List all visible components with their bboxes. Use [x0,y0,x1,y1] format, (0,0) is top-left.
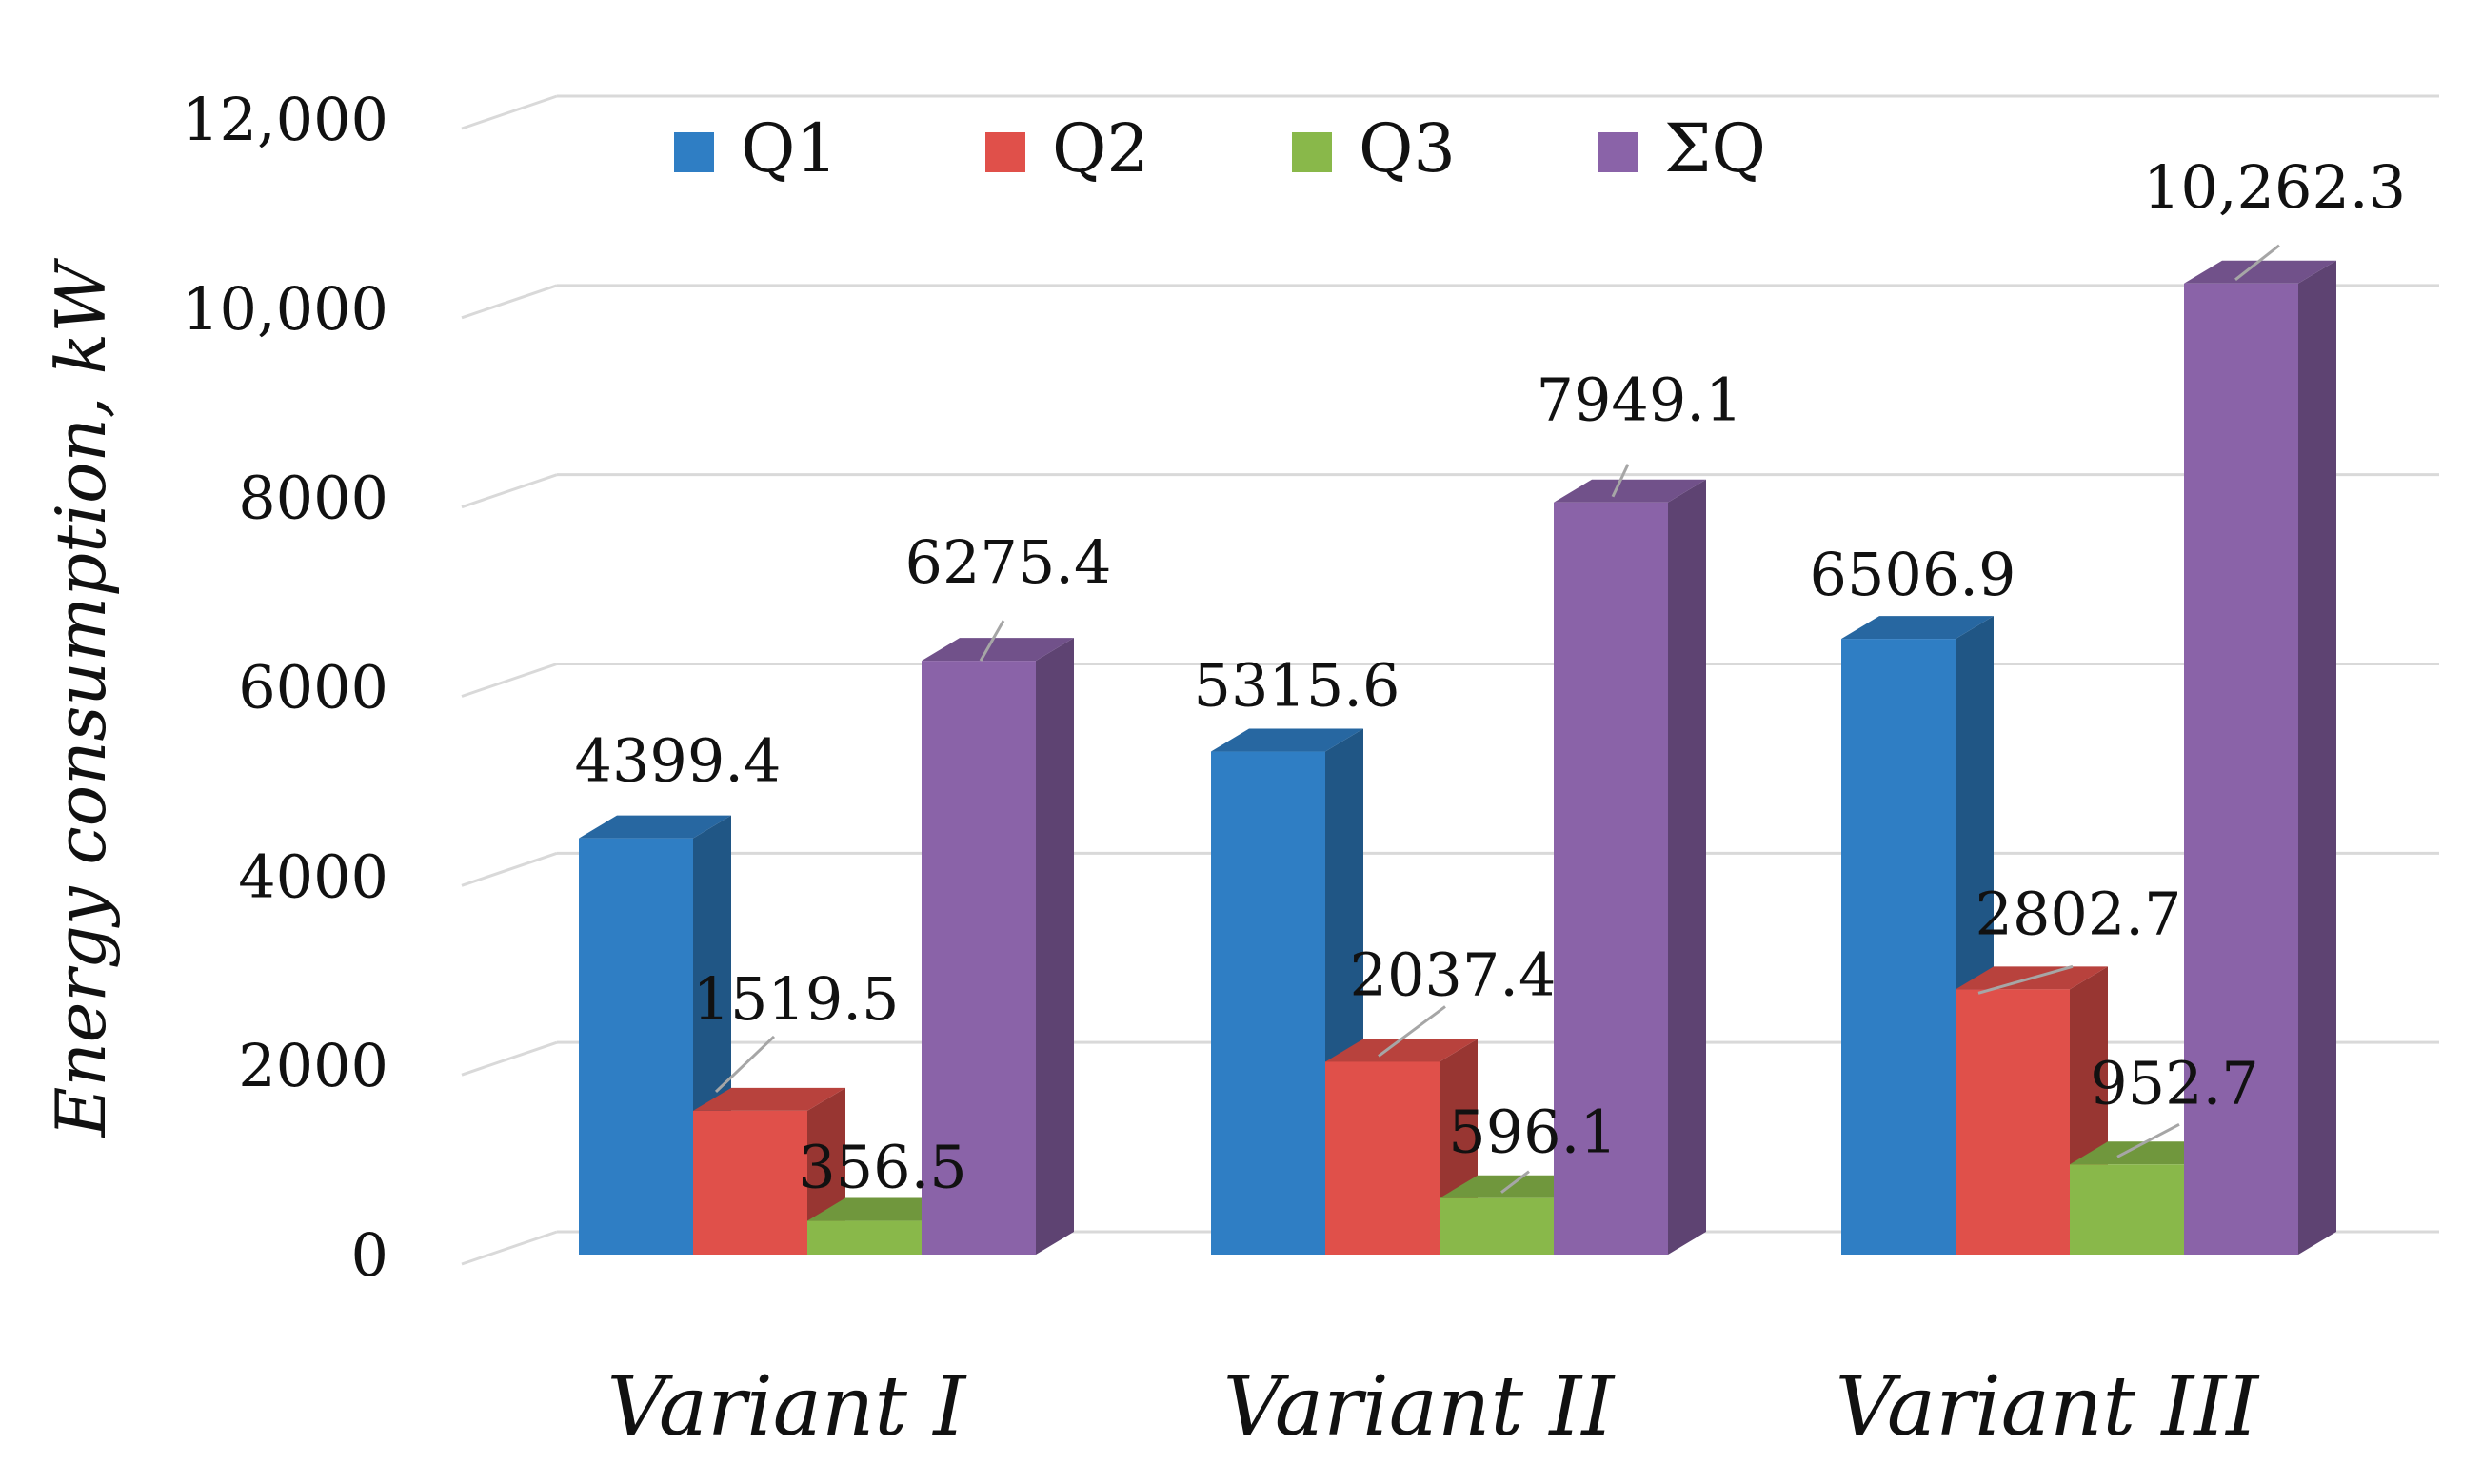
bar-sigmaq-variant-ii [1554,502,1668,1255]
bar-top-q1-variant-ii [1211,728,1363,752]
data-label-q1-variant-iii: 6506.9 [1810,540,2016,609]
grid-layer [461,94,2439,1266]
data-label-q2-variant-i: 1519.5 [693,964,900,1034]
bar-q2-variant-i [693,1110,807,1255]
bar-q3-variant-ii [1440,1197,1554,1255]
legend-swatch-sigmaq [1598,132,1638,172]
bar-side-sigmaq-variant-ii [1668,479,1706,1255]
legend-label-q3: Q3 [1359,109,1456,188]
bar-q3-variant-i [807,1220,922,1255]
legend-swatch-q3 [1292,132,1332,172]
bar-q1-variant-i [579,838,693,1255]
bar-top-sigmaq-variant-i [922,638,1074,662]
legend-layer: Q1 Q2 Q3 ΣQ [674,109,1766,188]
leader-line-sigmaq-variant-iii [2234,244,2280,281]
bar-q1-variant-iii [1841,639,1956,1255]
data-label-q3-variant-ii: 596.1 [1448,1098,1618,1167]
data-label-q1-variant-i: 4399.4 [575,726,782,796]
y-tick-label-12000: 12,000 [182,85,388,154]
bar-top-sigmaq-variant-ii [1554,479,1706,503]
leader-line-q3-variant-iii [2116,1122,2180,1158]
gridline-side-10000 [461,284,558,320]
leader-line-sigmaq-variant-i [979,620,1005,662]
data-label-sigmaq-variant-iii: 10,262.3 [2143,152,2406,222]
y-tick-label-6000: 6000 [238,653,388,722]
bar-top-sigmaq-variant-iii [2184,260,2336,284]
bar-top-q2-variant-i [693,1087,845,1111]
bar-q2-variant-iii [1956,989,2070,1255]
data-label-sigmaq-variant-i: 6275.4 [905,527,1112,597]
leader-line-q3-variant-ii [1500,1170,1530,1194]
category-label-variant-iii: Variant III [1836,1359,2261,1454]
legend-label-q1: Q1 [741,109,838,188]
legend-swatch-q2 [985,132,1025,172]
gridline-side-8000 [461,473,558,509]
bar-sigmaq-variant-iii [2184,283,2298,1255]
gridline-side-12000 [461,94,558,130]
leader-line-q2-variant-ii [1378,1005,1446,1058]
bar-side-sigmaq-variant-iii [2298,260,2336,1255]
leader-line-sigmaq-variant-ii [1611,464,1630,498]
data-label-sigmaq-variant-ii: 7949.1 [1537,366,1743,435]
bar-q1-variant-ii [1211,751,1325,1255]
legend-label-sigmaq: ΣQ [1664,109,1766,188]
bars-layer [579,260,2336,1255]
category-label-variant-ii: Variant II [1223,1359,1617,1454]
data-label-q2-variant-iii: 2802.7 [1976,879,2182,948]
category-label-variant-i: Variant I [607,1359,968,1454]
data-label-q3-variant-iii: 952.7 [2090,1048,2259,1118]
labels-layer: 4399.4 5315.6 6506.9 1519.5 2037.4 2802.7 356.… [575,152,2407,1202]
gridline-side-6000 [461,663,558,698]
gridline-side-2000 [461,1040,558,1077]
bar-top-q1-variant-iii [1841,616,1994,640]
data-label-q1-variant-ii: 5315.6 [1194,651,1400,721]
y-tick-label-10000: 10,000 [182,274,388,344]
legend-swatch-q1 [674,132,714,172]
gridline-side-4000 [461,851,558,887]
gridline-side-0 [461,1230,558,1266]
y-tick-label-8000: 8000 [238,464,388,533]
data-label-q3-variant-i: 356.5 [798,1133,967,1202]
data-label-q2-variant-ii: 2037.4 [1350,940,1557,1009]
axis-layer: 0 2000 4000 6000 8000 10,000 12,000 Energy cons… [41,85,2260,1454]
bar-q3-variant-iii [2070,1164,2184,1255]
leader-line-q2-variant-i [714,1035,776,1094]
bar-top-q2-variant-ii [1325,1039,1478,1062]
bar-top-q1-variant-i [579,815,731,839]
y-tick-label-0: 0 [351,1220,388,1290]
y-tick-label-2000: 2000 [238,1031,388,1100]
legend-label-q2: Q2 [1052,109,1149,188]
y-axis-title: Energy consumption, kW [41,258,121,1138]
leader-line-q2-variant-iii [1977,964,2074,995]
bar-q2-variant-ii [1325,1061,1440,1255]
y-tick-label-4000: 4000 [238,841,388,911]
bar-side-sigmaq-variant-i [1036,638,1074,1255]
bar-sigmaq-variant-i [922,661,1036,1255]
